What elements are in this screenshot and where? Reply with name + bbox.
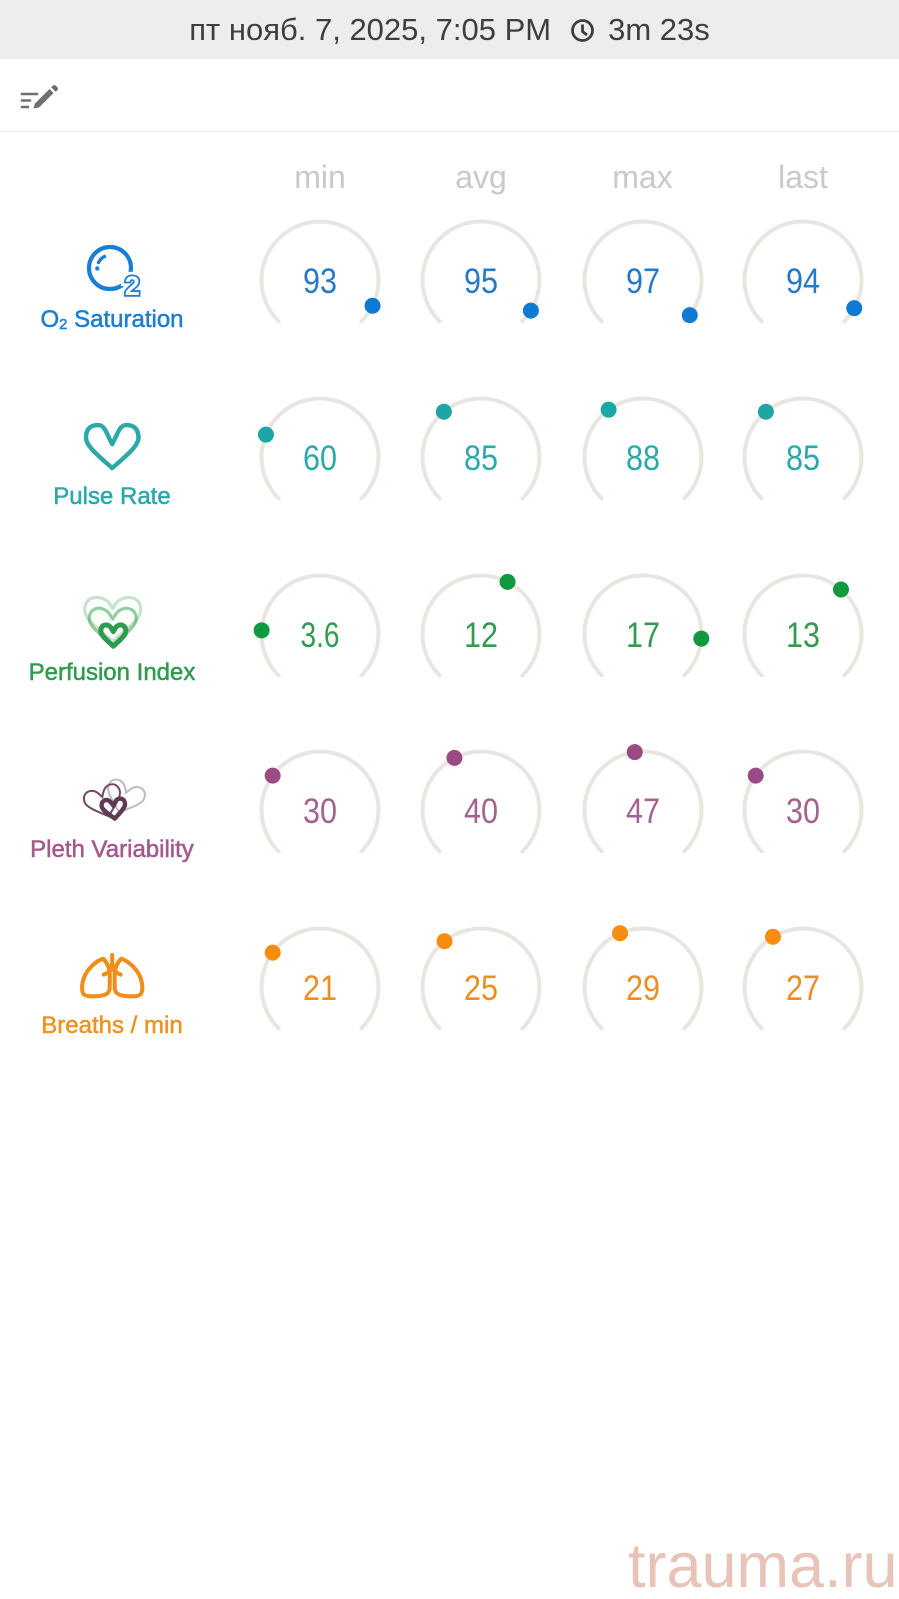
svg-text:3.6: 3.6 xyxy=(301,616,340,655)
svg-text:85: 85 xyxy=(786,439,820,478)
svg-text:95: 95 xyxy=(464,262,498,301)
svg-text:25: 25 xyxy=(464,969,498,1008)
svg-text:85: 85 xyxy=(464,439,498,478)
svg-text:94: 94 xyxy=(786,262,820,301)
svg-text:60: 60 xyxy=(303,439,337,478)
svg-text:21: 21 xyxy=(303,969,337,1008)
svg-text:47: 47 xyxy=(626,792,660,831)
svg-text:30: 30 xyxy=(303,792,337,831)
svg-text:30: 30 xyxy=(786,792,820,831)
svg-text:27: 27 xyxy=(786,969,820,1008)
svg-text:97: 97 xyxy=(626,262,660,301)
svg-text:88: 88 xyxy=(626,439,660,478)
svg-text:13: 13 xyxy=(786,616,820,655)
svg-text:93: 93 xyxy=(303,262,337,301)
svg-text:12: 12 xyxy=(464,616,498,655)
svg-text:29: 29 xyxy=(626,969,660,1008)
svg-text:40: 40 xyxy=(464,792,498,831)
svg-text:2: 2 xyxy=(125,271,140,301)
svg-text:17: 17 xyxy=(626,616,660,655)
